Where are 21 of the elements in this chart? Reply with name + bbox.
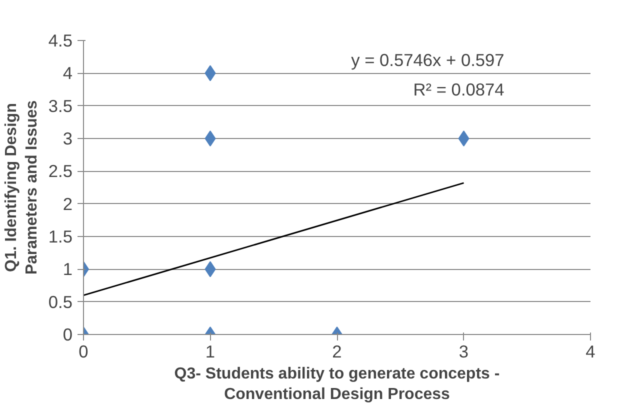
y-tick-label: 1 xyxy=(62,259,73,280)
x-axis-title: Q3- Students ability to generate concepts - Conventional Design Process xyxy=(174,366,500,403)
y-tick-label: 3 xyxy=(62,128,73,148)
annotation: R² = 0.0874 xyxy=(413,79,505,100)
annotation: y = 0.5746x + 0.597 xyxy=(351,50,504,70)
y-tick-label: 1.5 xyxy=(48,226,73,246)
x-tick-label: 2 xyxy=(332,342,342,362)
x-tick-label: 0 xyxy=(78,342,88,362)
y-tick-label: 0 xyxy=(62,324,73,344)
y-tick-label: 2 xyxy=(62,194,73,214)
x-tick-label: 3 xyxy=(458,342,469,362)
x-tick-label: 1 xyxy=(205,342,216,362)
y-tick-label: 4 xyxy=(62,63,73,84)
y-tick-label: 3.5 xyxy=(48,96,73,116)
y-axis-title: Q1. Identifying Design Parameters and Issues xyxy=(3,100,40,275)
y-tick-label: 2.5 xyxy=(48,161,73,182)
y-tick-label: 0.5 xyxy=(48,292,73,312)
x-tick-label: 4 xyxy=(586,342,596,362)
point xyxy=(458,130,470,146)
point xyxy=(204,130,216,146)
y-tick-label: 4.5 xyxy=(48,30,73,50)
